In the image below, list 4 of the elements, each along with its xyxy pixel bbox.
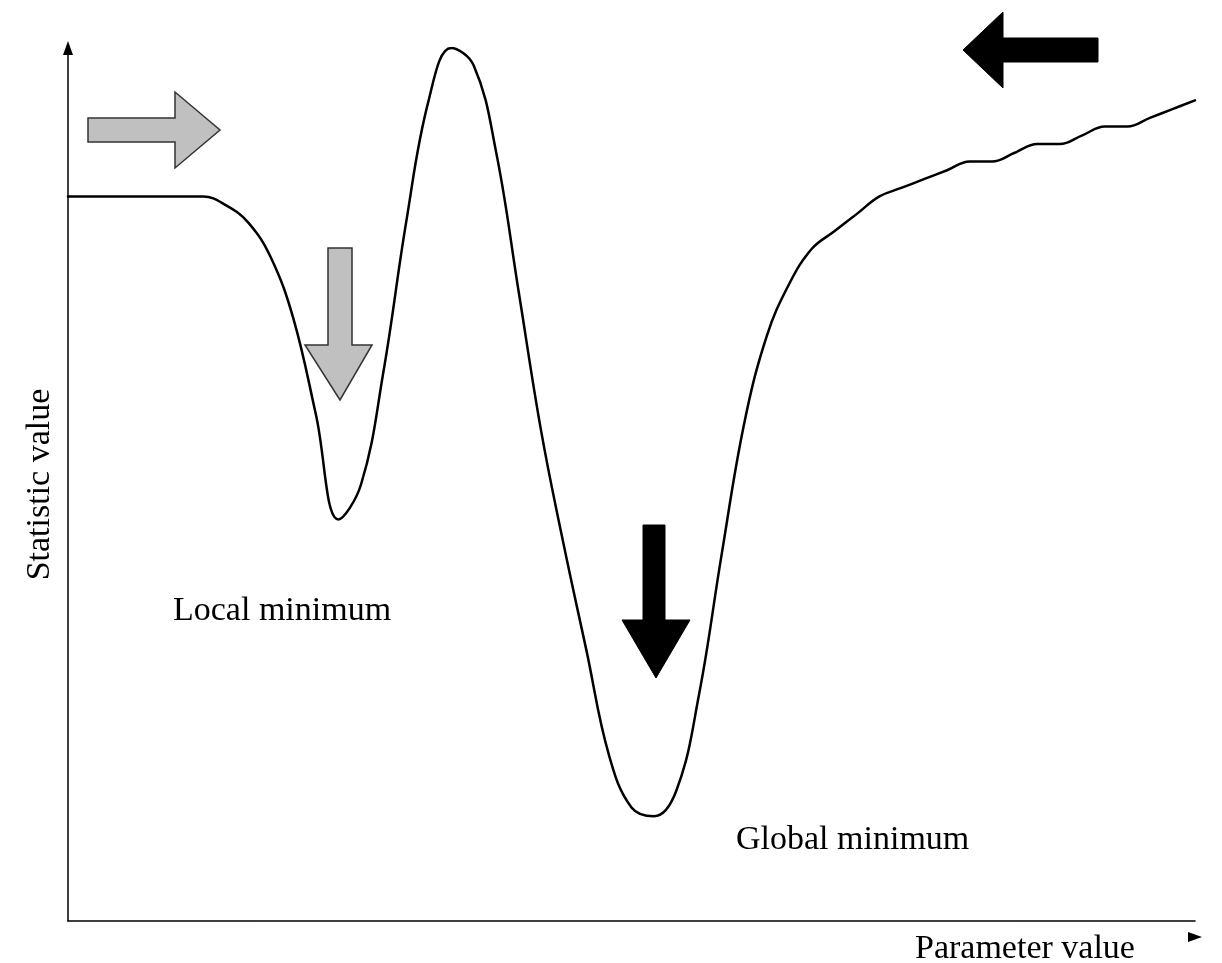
y-axis-title: Statistic value	[18, 388, 56, 581]
annotation: Global minimum	[736, 818, 970, 856]
annotation: Local minimum	[173, 589, 392, 627]
x-axis-title: Parameter value	[915, 927, 1135, 963]
